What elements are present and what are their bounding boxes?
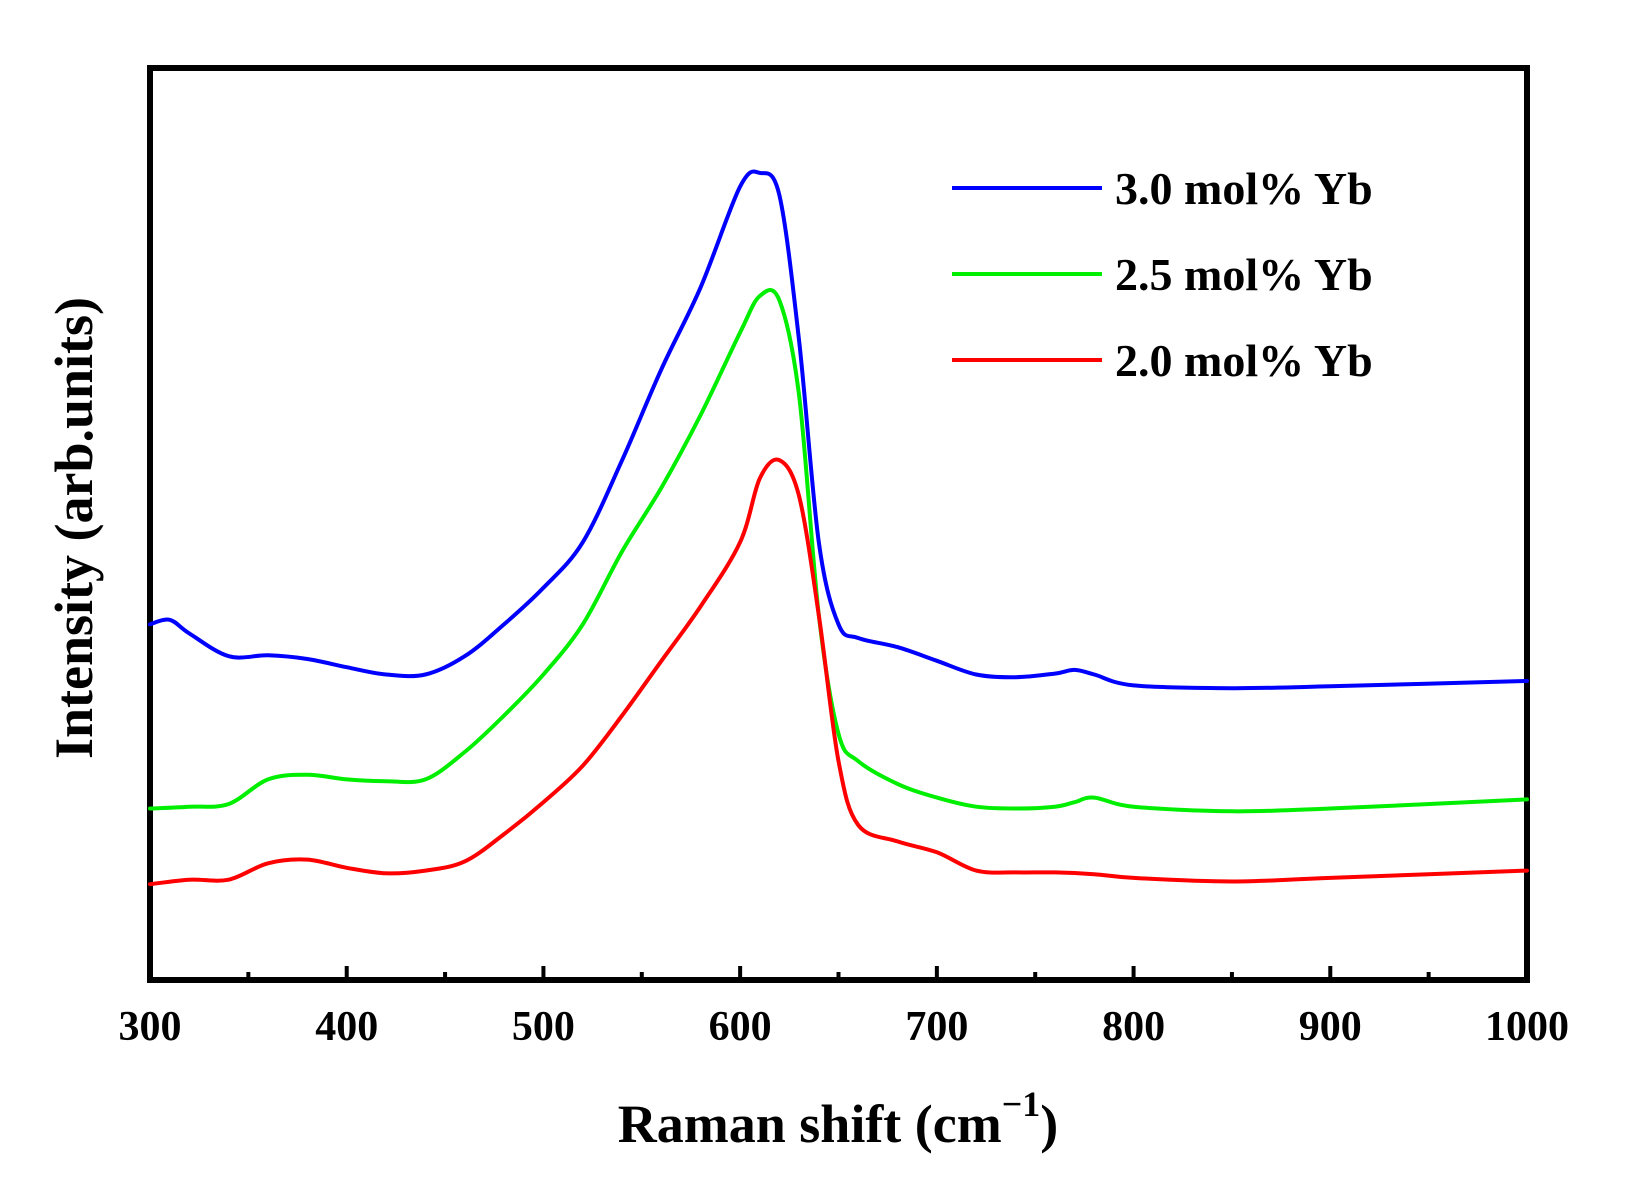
x-tick-label: 900: [1299, 1004, 1362, 1050]
legend: 3.0 mol% Yb 2.5 mol% Yb 2.0 mol% Yb: [952, 163, 1373, 386]
legend-label-2: 2.5 mol% Yb: [1115, 249, 1373, 300]
x-tick-label: 1000: [1485, 1004, 1569, 1050]
x-tick-label: 400: [315, 1004, 378, 1050]
series-line-2: [148, 288, 1529, 814]
x-axis-title-close: ): [1040, 1094, 1058, 1154]
x-axis-tick-labels: 300 400 500 600 700 800 900 1000: [119, 1004, 1570, 1050]
x-axis-title: Raman shift (cm−1): [618, 1084, 1058, 1154]
legend-label-1: 3.0 mol% Yb: [1115, 163, 1373, 214]
series-line-3: [148, 457, 1529, 887]
y-axis-title: Intensity (arb.units): [44, 297, 104, 759]
x-axis-title-superscript: −1: [1002, 1084, 1041, 1124]
x-tick-label: 500: [512, 1004, 575, 1050]
x-tick-label: 600: [709, 1004, 772, 1050]
x-tick-label: 800: [1102, 1004, 1165, 1050]
legend-label-3: 2.0 mol% Yb: [1115, 335, 1373, 386]
series-line-1: [148, 169, 1529, 691]
x-tick-label: 700: [905, 1004, 968, 1050]
series-lines: [148, 169, 1529, 887]
x-tick-label: 300: [119, 1004, 182, 1050]
x-axis-ticks: [148, 966, 1529, 980]
